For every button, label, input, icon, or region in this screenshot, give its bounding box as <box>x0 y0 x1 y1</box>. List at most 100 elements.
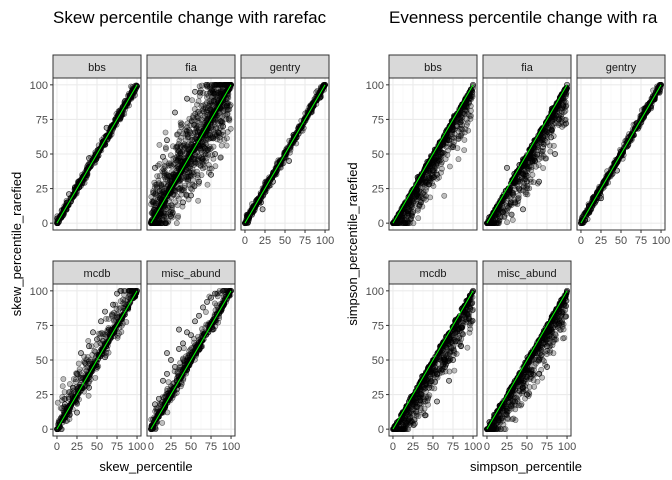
data-point <box>204 181 211 188</box>
data-point <box>176 148 182 155</box>
x-tick-label: 50 <box>279 235 291 247</box>
data-point <box>182 126 189 133</box>
data-point <box>82 359 88 366</box>
data-point <box>218 142 225 149</box>
data-point <box>426 181 432 188</box>
data-point <box>61 389 68 395</box>
data-point <box>542 155 549 162</box>
data-point <box>414 192 420 199</box>
data-point <box>105 349 112 356</box>
y-tick-label: 0 <box>378 218 384 230</box>
x-tick-label: 75 <box>111 441 123 453</box>
data-point <box>286 158 292 164</box>
x-tick-label: 100 <box>222 441 240 453</box>
data-point <box>98 318 104 325</box>
reference-line <box>56 84 138 224</box>
data-point <box>562 117 568 124</box>
data-point <box>403 216 410 223</box>
data-point <box>202 101 209 108</box>
data-point <box>59 383 66 390</box>
data-point <box>192 88 198 95</box>
chart-skew: Skew percentile change with rarefac skew… <box>9 8 334 474</box>
data-point <box>208 81 215 88</box>
data-point <box>152 401 158 408</box>
data-point <box>96 330 102 337</box>
y-tick-label: 0 <box>42 424 48 436</box>
data-point <box>163 220 170 227</box>
data-point <box>154 173 161 180</box>
data-point <box>516 185 522 192</box>
data-point <box>218 290 224 296</box>
data-point <box>194 118 201 125</box>
data-point <box>194 113 201 120</box>
data-point <box>428 173 435 179</box>
data-point <box>176 326 182 333</box>
data-point <box>217 113 224 119</box>
data-point <box>150 198 157 205</box>
data-point <box>398 213 404 220</box>
data-point <box>162 144 169 151</box>
x-tick-label: 25 <box>259 235 271 247</box>
reference-line <box>580 84 662 224</box>
data-point <box>180 199 186 206</box>
facet-label: fia <box>185 62 198 74</box>
data-point <box>446 163 453 170</box>
data-point <box>523 184 529 191</box>
data-point <box>598 195 604 202</box>
data-point <box>160 166 167 172</box>
data-point <box>114 290 120 297</box>
data-point <box>184 329 190 336</box>
data-point <box>439 165 445 172</box>
y-tick-label: 50 <box>372 149 384 161</box>
data-point <box>196 178 202 185</box>
data-point <box>212 90 219 97</box>
data-point <box>457 133 464 139</box>
data-point <box>190 169 197 176</box>
data-point <box>126 287 132 294</box>
data-point <box>116 305 123 312</box>
data-point <box>466 112 473 119</box>
data-point <box>201 108 207 115</box>
data-point <box>164 370 170 377</box>
data-point <box>220 123 226 130</box>
x-tick-label: 75 <box>635 235 647 247</box>
data-point <box>508 211 515 218</box>
data-point <box>512 199 518 206</box>
data-point <box>154 183 160 190</box>
data-point <box>156 217 162 224</box>
data-point <box>560 102 566 109</box>
data-point <box>54 399 61 406</box>
data-point <box>163 214 170 221</box>
data-point <box>188 332 194 339</box>
data-point <box>103 315 109 322</box>
y-axis-title: simpson_percentile_rarefied <box>345 162 360 325</box>
data-point <box>547 148 554 155</box>
x-tick-label: 50 <box>615 235 627 247</box>
data-point <box>123 319 130 325</box>
data-point <box>174 202 181 209</box>
data-point <box>434 171 440 178</box>
data-point <box>411 198 418 204</box>
data-point <box>160 377 166 384</box>
data-point <box>156 161 163 167</box>
data-point <box>102 308 108 315</box>
data-point <box>522 191 529 197</box>
points <box>484 81 570 227</box>
reference-line <box>56 290 138 430</box>
data-point <box>158 181 165 188</box>
data-point <box>108 313 115 319</box>
data-point <box>556 116 562 123</box>
data-point <box>433 162 440 169</box>
data-point <box>210 135 217 142</box>
data-point <box>454 123 460 130</box>
data-point <box>74 370 80 377</box>
data-point <box>70 376 77 382</box>
facet-label: gentry <box>606 62 637 74</box>
data-point <box>169 202 176 209</box>
data-point <box>198 154 205 161</box>
x-tick-label: 50 <box>91 441 103 453</box>
data-point <box>152 164 158 171</box>
data-point <box>86 155 92 162</box>
data-point <box>121 292 128 298</box>
data-point <box>509 217 516 223</box>
